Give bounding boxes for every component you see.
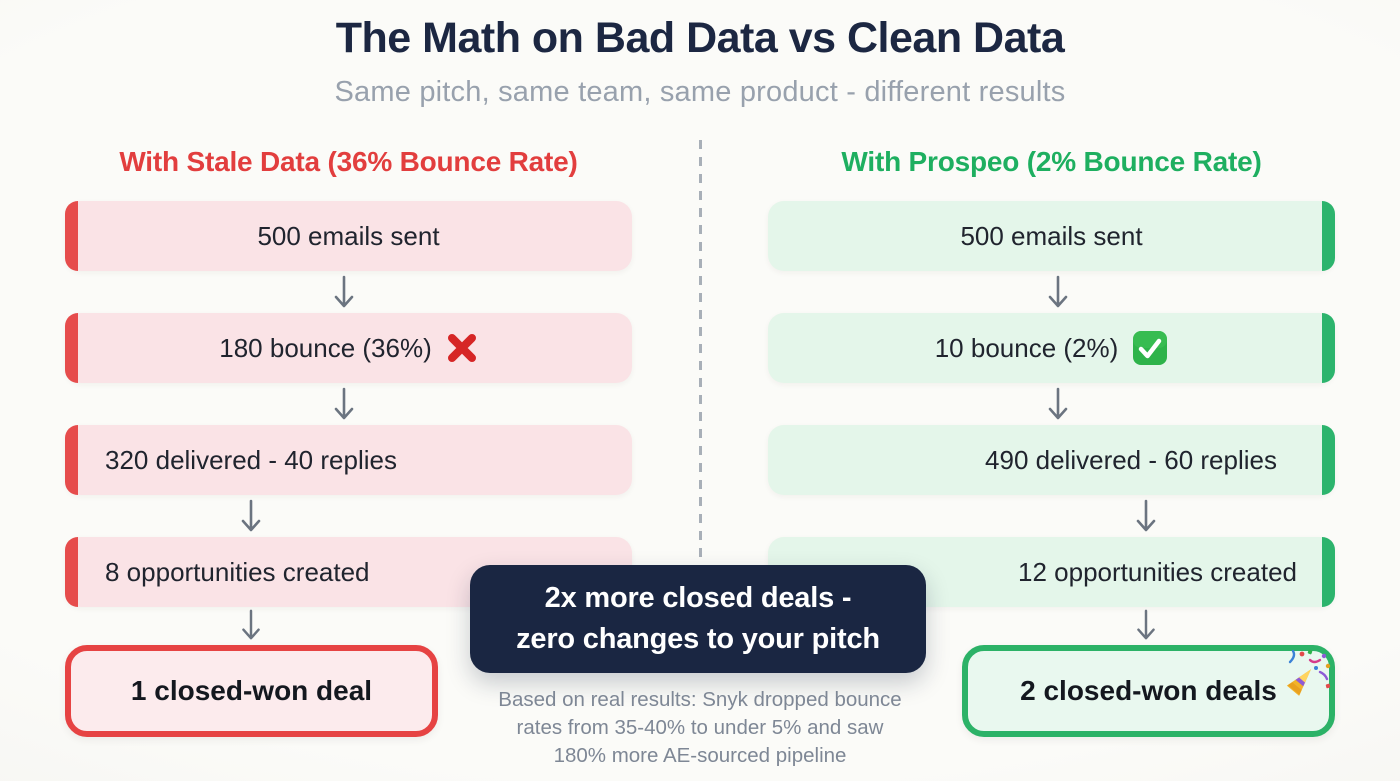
prospeo-column-heading: With Prospeo (2% Bounce Rate): [841, 146, 1262, 177]
down-arrow-icon: [1048, 275, 1068, 308]
stale-step-opportunities-label: 8 opportunities created: [105, 556, 370, 587]
stale-result-label: 1 closed-won deal: [130, 675, 373, 706]
down-arrow-icon: [334, 275, 354, 308]
prospeo-step-bounce: 10 bounce (2%): [768, 313, 1335, 383]
footnote-line-1: Based on real results: Snyk dropped boun…: [498, 688, 902, 711]
stale-column-heading: With Stale Data (36% Bounce Rate): [119, 146, 578, 177]
down-arrow-icon: [242, 609, 260, 640]
prospeo-result-label: 2 closed-won deals: [1020, 675, 1277, 706]
callout-banner: 2x more closed deals - zero changes to y…: [470, 565, 926, 673]
prospeo-step-bounce-label: 10 bounce (2%): [934, 332, 1119, 363]
stale-step-delivered-label: 320 delivered - 40 replies: [105, 444, 397, 475]
callout-line-2: zero changes to your pitch: [516, 623, 880, 655]
cross-mark-icon: [446, 332, 478, 364]
prospeo-step-opportunities-label: 12 opportunities created: [1018, 556, 1297, 587]
stale-step-bounce-label: 180 bounce (36%): [219, 332, 432, 363]
prospeo-step-delivered-label: 490 delivered - 60 replies: [985, 444, 1277, 475]
stale-step-bounce: 180 bounce (36%): [65, 313, 632, 383]
stale-step-emails-sent: 500 emails sent: [65, 201, 632, 271]
footnote-line-2: rates from 35-40% to under 5% and saw: [516, 715, 884, 739]
down-arrow-icon: [334, 387, 354, 420]
check-mark-icon: [1132, 330, 1168, 366]
stale-step-emails-sent-label: 500 emails sent: [257, 220, 440, 251]
prospeo-step-emails-sent-label: 500 emails sent: [960, 220, 1143, 251]
stale-step-delivered: 320 delivered - 40 replies: [65, 425, 632, 495]
footnote-caption: Based on real results: Snyk dropped boun…: [450, 686, 950, 770]
prospeo-step-delivered: 490 delivered - 60 replies: [768, 425, 1335, 495]
party-popper-icon: [1286, 649, 1331, 696]
down-arrow-icon: [1137, 609, 1155, 640]
column-divider-dashed-line: [699, 140, 702, 560]
page-subtitle: Same pitch, same team, same product - di…: [334, 76, 1066, 108]
prospeo-result-box: 2 closed-won deals: [962, 645, 1335, 737]
footnote-line-3: 180% more AE-sourced pipeline: [553, 743, 847, 767]
down-arrow-icon: [1136, 499, 1156, 532]
prospeo-step-emails-sent: 500 emails sent: [768, 201, 1335, 271]
callout-line-1: 2x more closed deals -: [544, 581, 852, 614]
down-arrow-icon: [1048, 387, 1068, 420]
down-arrow-icon: [241, 499, 261, 532]
stale-result-box: 1 closed-won deal: [65, 645, 438, 737]
page-title: The Math on Bad Data vs Clean Data: [335, 14, 1065, 62]
